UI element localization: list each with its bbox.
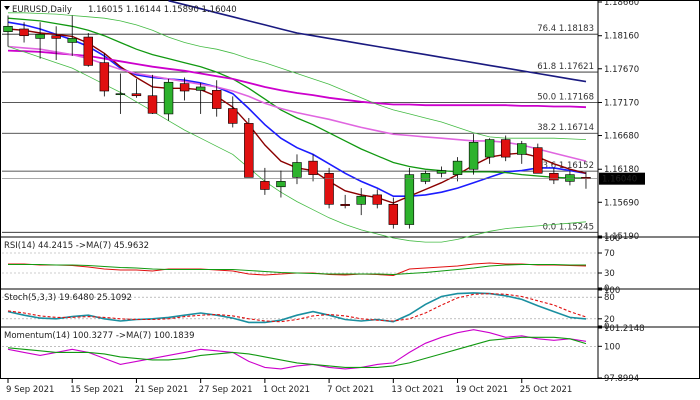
xtick-label: 15 Sep 2021	[70, 385, 124, 395]
stoch-ytick-label: 20	[604, 315, 615, 325]
candle-bear	[99, 62, 110, 92]
header-dropdown-icon	[4, 6, 10, 10]
xtick-label: 7 Oct 2021	[327, 385, 374, 395]
candle-bull	[517, 143, 527, 155]
xtick-label: 27 Sep 2021	[199, 385, 253, 395]
candle-bull	[67, 38, 77, 43]
candle-bear	[260, 181, 270, 190]
candle-bull	[163, 81, 174, 115]
main-ytick-label: 1.18160	[604, 32, 639, 42]
header-symbol-label: EURUSD,Daily	[12, 5, 72, 15]
rsi-title: RSI(14) 44.2415 ->MA(7) 45.9632	[4, 241, 149, 251]
candle-bull	[195, 86, 206, 91]
candle-bear	[211, 90, 222, 109]
fib-level-label: 23.6 1.16152	[537, 161, 594, 171]
candle-bear	[388, 204, 399, 225]
candle-bull	[356, 195, 366, 205]
series-stoch_main	[7, 292, 587, 324]
fib-level-label: 76.4 1.18183	[537, 24, 594, 34]
candle-bull	[484, 139, 495, 158]
main-ytick-label: 1.16680	[604, 132, 639, 142]
candle-bear	[372, 194, 382, 205]
candle-bear	[228, 108, 238, 124]
candle-bear	[308, 160, 318, 175]
candle-bear	[19, 28, 29, 37]
momentum-title: Momentum(14) 100.3277 ->MA(7) 100.1839	[4, 331, 194, 341]
xtick-label: 21 Sep 2021	[134, 385, 188, 395]
price-badge	[599, 172, 645, 185]
candle-bear	[340, 204, 350, 206]
header-ohlc-label: 1.16015 1.16144 1.15890 1.16040	[88, 5, 237, 15]
stoch-ytick-label: 100	[604, 286, 620, 296]
momentum-ytick-label: 97.8994	[604, 374, 639, 384]
overlay-ma_green	[7, 17, 586, 179]
candle-bull	[452, 160, 463, 175]
candle-bull	[420, 172, 431, 182]
stoch-title: Stoch(5,3,3) 19.6480 25.1092	[4, 293, 132, 303]
candle-bear	[83, 36, 93, 66]
fib-level-label: 38.2 1.16714	[537, 123, 594, 133]
fib-level-label: 61.8 1.17621	[537, 62, 594, 72]
candle-bull	[436, 170, 447, 174]
main-ytick-label: 1.17170	[604, 98, 639, 108]
xtick-label: 25 Oct 2021	[520, 385, 573, 395]
stoch-ytick-label: 80	[604, 293, 615, 303]
candle-bear	[500, 139, 511, 158]
candle-bull	[565, 174, 575, 182]
rsi-ytick-label: 0	[604, 284, 609, 294]
rsi-ytick-label: 30	[604, 269, 615, 279]
xtick-label: 1 Oct 2021	[263, 385, 310, 395]
candle-bull	[404, 174, 415, 225]
candle-bear	[549, 172, 559, 181]
main-ytick-label: 1.18660	[604, 0, 639, 8]
fib-level-label: 50.0 1.17168	[537, 93, 594, 103]
xtick-label: 19 Oct 2021	[456, 385, 509, 395]
candle-bull	[468, 141, 479, 170]
overlay-ma_navy	[168, 0, 587, 83]
xtick-label: 13 Oct 2021	[391, 385, 444, 395]
candle-bear	[131, 93, 142, 97]
candle-bear	[51, 35, 61, 39]
candle-bear	[533, 147, 543, 174]
momentum-ytick-label: 100	[604, 342, 620, 352]
stoch-ytick-label: 0	[604, 322, 609, 332]
overlay-bb_upper	[8, 12, 587, 140]
main-ytick-label: 1.17670	[604, 65, 639, 75]
candle-bear	[147, 95, 158, 114]
candle-bull	[276, 181, 286, 188]
candle-bear	[244, 123, 254, 178]
series-stoch_signal	[7, 293, 587, 323]
overlay-bb_lower	[7, 46, 587, 243]
main-ytick-label: 1.15690	[604, 198, 639, 208]
fib-level-label: 0.0 1.15245	[543, 222, 594, 232]
candle-bull	[115, 93, 126, 96]
series-mom_ma	[7, 336, 587, 368]
series-mom	[7, 329, 587, 370]
candle-bear	[179, 83, 190, 92]
momentum-ytick-label: 101.2148	[604, 324, 645, 334]
candle-bull	[35, 34, 45, 39]
overlay-ma_pink	[7, 45, 587, 162]
rsi-ytick-label: 70	[604, 249, 615, 259]
price-badge-label: 1.16040	[602, 175, 637, 185]
rsi-ytick-label: 100	[604, 234, 620, 244]
overlay-ma_magenta	[7, 49, 587, 109]
candle-bull	[3, 25, 13, 32]
main-ytick-label: 1.16180	[604, 165, 639, 175]
series-rsi_ma	[8, 263, 586, 276]
xtick-label: 9 Sep 2021	[6, 385, 54, 395]
candle-bear	[324, 172, 334, 205]
main-ytick-label: 1.15190	[604, 232, 639, 242]
candle-bull	[292, 162, 302, 178]
